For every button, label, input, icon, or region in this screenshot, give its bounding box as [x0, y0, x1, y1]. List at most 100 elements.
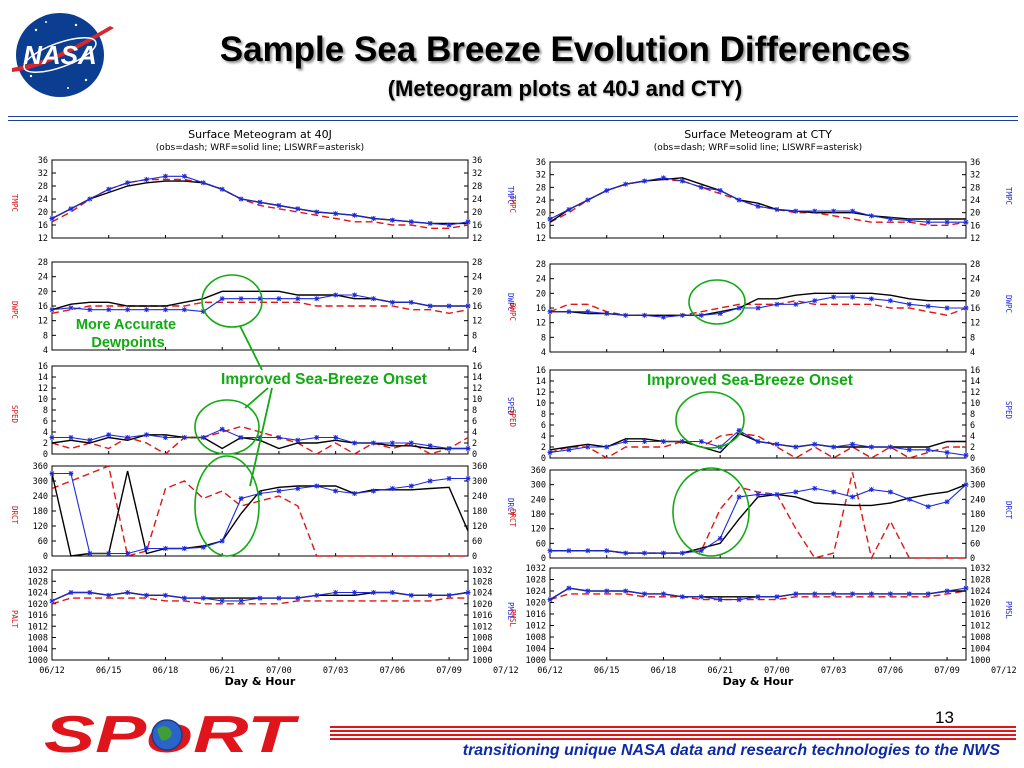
series-point-liswrf: [906, 591, 912, 597]
y-tick-label-right: 16: [970, 366, 980, 376]
series-point-liswrf: [736, 428, 742, 433]
y-tick-label-right: 4: [472, 428, 477, 438]
series-point-liswrf: [604, 588, 610, 594]
series-point-liswrf: [868, 213, 874, 219]
y-axis-label-right: DWPC: [506, 293, 515, 311]
series-point-liswrf: [295, 486, 301, 491]
series-point-liswrf: [585, 309, 591, 315]
y-tick-label: 6: [541, 421, 546, 431]
annotation-ellipse: [194, 399, 260, 455]
y-tick-label: 4: [541, 348, 546, 358]
x-tick-label: 06/18: [651, 666, 677, 676]
series-point-liswrf: [295, 296, 301, 302]
series-point-liswrf: [642, 550, 648, 556]
series-point-liswrf: [925, 219, 931, 225]
series-point-liswrf: [812, 208, 818, 214]
series-point-liswrf: [87, 307, 93, 313]
y-tick-label: 8: [43, 331, 48, 341]
series-point-liswrf: [389, 299, 395, 305]
series-point-liswrf: [276, 296, 282, 302]
y-tick-label-right: 2: [472, 439, 477, 449]
series-point-liswrf: [774, 301, 780, 307]
series-point-liswrf: [547, 548, 553, 554]
slide-subtitle: (Meteogram plots at 40J and CTY): [387, 76, 743, 101]
series-point-liswrf: [604, 444, 610, 450]
series-point-liswrf: [125, 307, 131, 313]
series-point-liswrf: [408, 440, 414, 446]
series-point-liswrf: [868, 296, 874, 302]
series-point-liswrf: [106, 592, 112, 598]
y-tick-label: 16: [536, 221, 546, 231]
series-point-liswrf: [642, 178, 648, 184]
series-line-obs: [51, 301, 469, 315]
series-point-liswrf: [333, 211, 339, 217]
series-line-obs: [51, 597, 468, 605]
series-point-liswrf: [408, 299, 414, 305]
y-axis-label: PMSL: [508, 609, 517, 628]
series-point-liswrf: [68, 471, 74, 476]
y-tick-label-right: 300: [970, 481, 985, 491]
series-point-liswrf: [831, 591, 837, 597]
series-line-obs: [549, 432, 966, 459]
series-line-obs: [549, 590, 967, 601]
series-point-liswrf: [585, 548, 591, 554]
series-point-liswrf: [623, 588, 629, 594]
series-point-liswrf: [49, 598, 55, 604]
y-tick-label: 20: [38, 287, 48, 297]
y-tick-label-right: 180: [472, 507, 487, 517]
series-point-liswrf: [679, 594, 685, 600]
y-tick-label-right: 16: [472, 362, 482, 372]
series-point-liswrf: [660, 439, 666, 444]
y-tick-label: 14: [536, 377, 546, 387]
series-point-liswrf: [87, 590, 93, 595]
y-tick-label: 20: [536, 289, 546, 299]
series-point-liswrf: [906, 301, 912, 307]
series-point-liswrf: [295, 595, 301, 601]
panel-frame: [549, 469, 967, 559]
series-point-liswrf: [314, 209, 320, 215]
y-tick-label-right: 0: [970, 454, 975, 464]
series-point-liswrf: [144, 432, 150, 438]
y-tick-label: 0: [43, 552, 48, 562]
series-point-liswrf: [850, 208, 856, 214]
x-tick-label: 07/00: [266, 666, 292, 676]
y-tick-label-right: 12: [472, 234, 482, 244]
series-point-liswrf: [314, 592, 320, 598]
series-point-liswrf: [717, 535, 723, 541]
y-tick-label-right: 1032: [472, 566, 492, 576]
y-axis-label: TMPC: [10, 194, 19, 212]
y-tick-label: 1032: [28, 566, 48, 576]
series-point-liswrf: [623, 550, 629, 556]
y-tick-label: 1004: [28, 645, 48, 655]
y-tick-label: 1016: [28, 611, 48, 621]
series-point-liswrf: [162, 592, 168, 598]
series-point-liswrf: [106, 551, 112, 556]
series-point-liswrf: [257, 595, 263, 601]
y-tick-label-right: 1008: [970, 633, 990, 643]
y-tick-label-right: 1020: [970, 599, 990, 609]
y-axis-label-right: SPED: [1004, 401, 1013, 420]
y-tick-label-right: 1000: [472, 656, 492, 666]
series-point-liswrf: [181, 307, 187, 313]
series-point-liswrf: [679, 550, 685, 556]
y-tick-label-right: 12: [970, 388, 980, 398]
series-point-liswrf: [314, 296, 320, 302]
y-axis-label: DRCT: [10, 506, 19, 525]
panel-frame: [549, 567, 967, 661]
series-line-obs: [550, 472, 966, 561]
y-tick-label: 1000: [526, 656, 546, 666]
x-tick-label: 06/15: [96, 666, 122, 676]
y-tick-label-right: 28: [970, 183, 980, 193]
x-tick-label: 07/03: [821, 666, 847, 676]
chart-title: Surface Meteogram at CTY: [684, 128, 832, 141]
series-point-liswrf: [755, 305, 761, 311]
nasa-logo-text: NASA: [23, 40, 97, 70]
series-point-liswrf: [106, 432, 112, 438]
series-point-liswrf: [736, 494, 742, 500]
series-point-liswrf: [585, 444, 591, 450]
y-tick-label: 8: [541, 333, 546, 343]
y-tick-label-right: 32: [970, 171, 980, 181]
series-point-liswrf: [604, 188, 610, 193]
x-tick-label: 07/06: [380, 666, 406, 676]
y-axis-label: DWPC: [10, 301, 19, 319]
